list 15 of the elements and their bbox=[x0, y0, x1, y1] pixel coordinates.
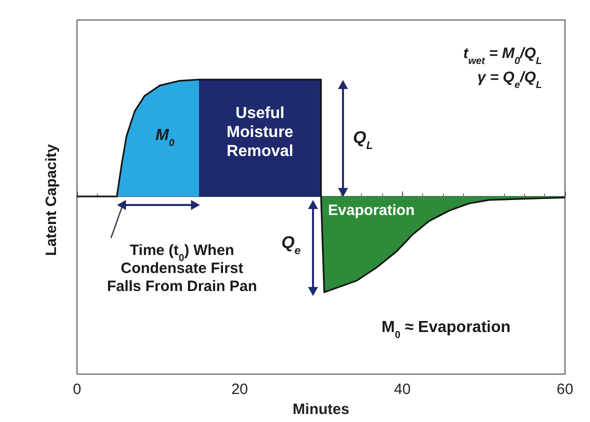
annotation: Evaporation bbox=[328, 202, 415, 219]
annotation: Useful Moisture Removal bbox=[226, 105, 294, 160]
annotation: M$_{0}$ bbox=[156, 127, 175, 148]
x-tick-label: 60 bbox=[556, 381, 574, 398]
annotation: γ = Q$_{e}$/Q$_{L}$ bbox=[477, 69, 542, 90]
annotation: Time (t$_{0}$) When Condensate First Falls From Drain Pan bbox=[106, 242, 258, 295]
annotation: Q$_{L}$ bbox=[353, 128, 374, 152]
y-axis-title: Latent Capacity bbox=[43, 144, 60, 256]
x-tick-label: 40 bbox=[394, 381, 411, 398]
text: M$_{0}$ ≈ Evaporation bbox=[381, 319, 511, 340]
x-tick-label: 20 bbox=[231, 381, 248, 398]
x-axis-title: Minutes bbox=[292, 401, 350, 418]
x-tick-label: 0 bbox=[72, 381, 82, 398]
annotation: Q$_{e}$ bbox=[281, 233, 301, 257]
text: t$_{wet}$ = M$_{0}$/Q$_{L}$ bbox=[463, 45, 542, 66]
